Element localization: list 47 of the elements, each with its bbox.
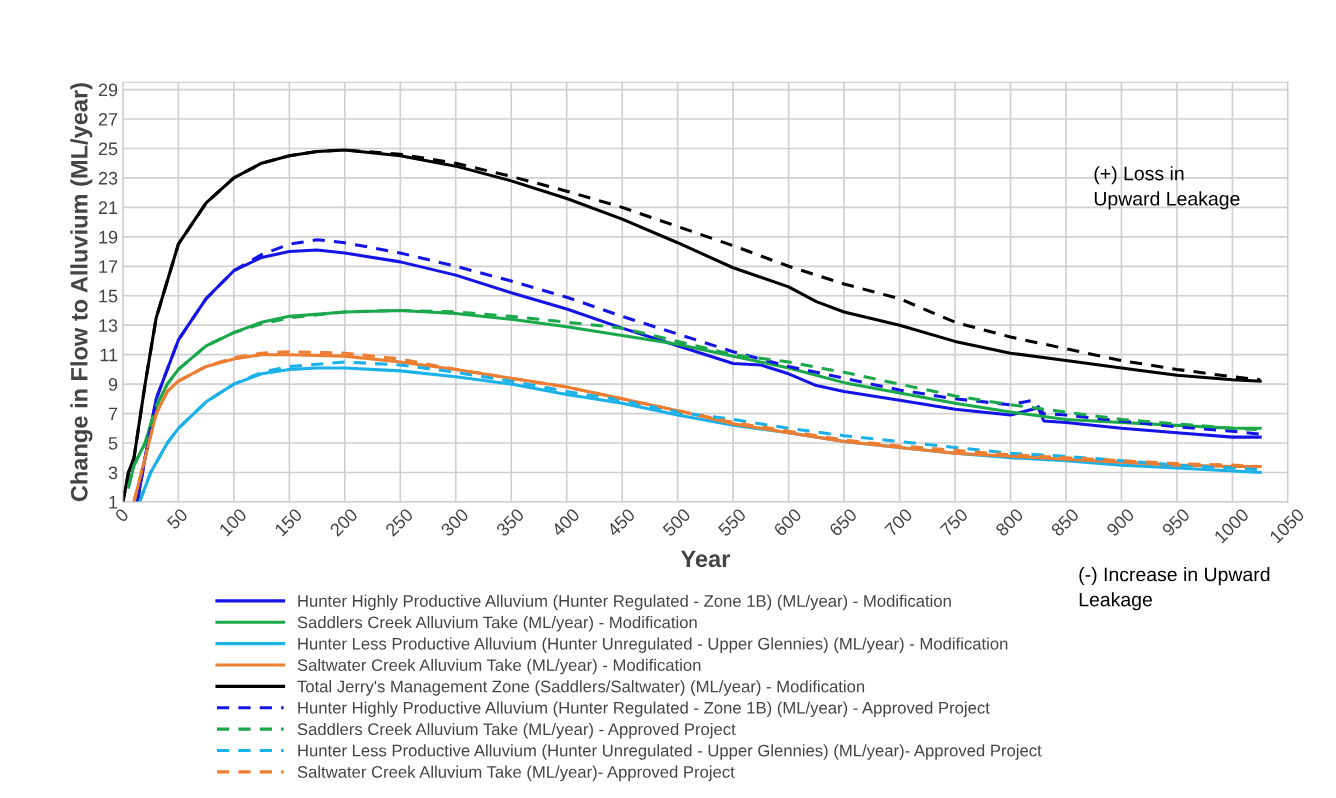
x-axis-title: Year xyxy=(680,550,730,568)
x-tick-label: 600 xyxy=(773,507,803,537)
y-tick-label: 3 xyxy=(108,466,118,480)
y-axis-title: Change in Flow to Alluvium (ML/year) xyxy=(70,83,93,502)
legend-label: Hunter Highly Productive Alluvium (Hunter Regulated - Zone 1B) (ML/year) - Modification xyxy=(298,594,951,611)
y-tick-label: 5 xyxy=(108,437,118,450)
x-tick-label: 700 xyxy=(883,507,914,537)
y-tick-label: 7 xyxy=(108,407,118,421)
x-tick-label: 450 xyxy=(606,507,636,538)
y-tick-label: 15 xyxy=(99,289,118,303)
x-tick-label: 150 xyxy=(274,507,303,537)
annotation: (+) Loss in Upward Leakage xyxy=(1094,166,1240,210)
y-tick-label: 17 xyxy=(99,260,118,273)
x-tick-label: 900 xyxy=(1105,507,1136,537)
legend-label: Total Jerry's Management Zone (Saddlers/Saltwater) (ML/year) - Modification xyxy=(297,680,865,696)
y-tick-label: 23 xyxy=(98,171,118,185)
legend-label: Hunter Highly Productive Alluvium (Hunter Regulated - Zone 1B) (ML/year) - Approved Project xyxy=(298,701,990,718)
legend-label: Saltwater Creek Alluvium Take (ML/year)- Approved Project xyxy=(297,765,735,782)
x-tick-label: 400 xyxy=(550,507,581,538)
y-tick-label: 19 xyxy=(99,230,118,244)
x-tick-label: 100 xyxy=(218,507,248,537)
x-tick-label: 200 xyxy=(329,507,359,537)
y-tick-label: 21 xyxy=(98,201,118,214)
x-tick-label: 950 xyxy=(1161,507,1191,537)
x-tick-label: 800 xyxy=(994,507,1025,537)
y-tick-label: 1 xyxy=(109,496,118,509)
x-tick-label: 350 xyxy=(495,507,525,537)
y-tick-label: 9 xyxy=(108,378,118,391)
y-tick-label: 29 xyxy=(98,83,118,97)
x-tick-label: 50 xyxy=(166,507,189,530)
x-tick-label: 250 xyxy=(384,507,414,537)
y-tick-label: 11 xyxy=(100,348,118,362)
legend-label: Saltwater Creek Alluvium Take (ML/year) - Modification xyxy=(297,658,701,675)
x-tick-label: 500 xyxy=(661,507,692,537)
text: (-) Increase in Upward Leakage xyxy=(1079,567,1270,611)
legend-label: Hunter Less Productive Alluvium (Hunter Unregulated - Upper Glennies) (ML/year) - Modification xyxy=(298,637,1008,653)
legend-label: Saddlers Creek Alluvium Take (ML/year) - Approved Project xyxy=(297,722,736,739)
legend-label: Hunter Less Productive Alluvium (Hunter Unregulated - Upper Glennies) (ML/year)- Approved Project xyxy=(298,744,1042,760)
x-tick-label: 550 xyxy=(717,507,747,537)
x-tick-label: 650 xyxy=(828,507,858,537)
y-tick-label: 27 xyxy=(98,112,118,126)
x-tick-label: 850 xyxy=(1050,507,1080,537)
y-tick-label: 25 xyxy=(98,142,118,156)
y-tick-label: 13 xyxy=(99,319,118,332)
legend-label: Saddlers Creek Alluvium Take (ML/year) - Modification xyxy=(297,616,697,632)
x-tick-label: 750 xyxy=(939,507,969,537)
x-tick-label: 300 xyxy=(439,507,470,537)
